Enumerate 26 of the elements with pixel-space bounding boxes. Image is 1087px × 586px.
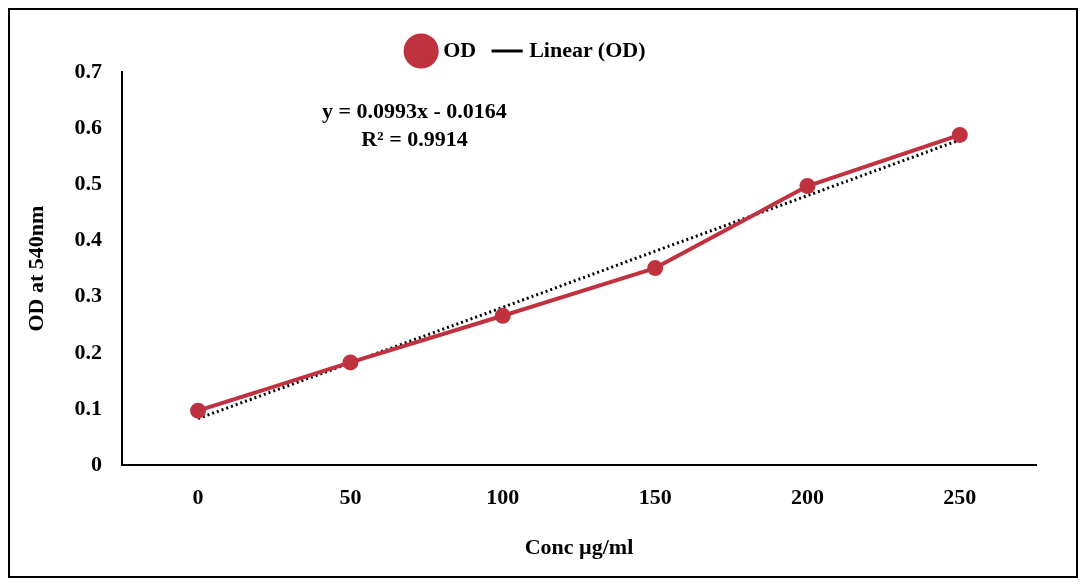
legend-label: OD (443, 36, 477, 62)
annotation: y = 0.0993x - 0.0164 (321, 97, 507, 123)
y-tick-label: 0.2 (74, 338, 102, 364)
x-tick-label: 250 (943, 484, 977, 510)
y-tick-label: 0.7 (74, 57, 102, 83)
point (190, 402, 207, 419)
annotation: R² = 0.9914 (361, 125, 468, 151)
x-tick-label: 0 (192, 484, 204, 510)
point (342, 354, 359, 371)
x-tick-label: 150 (638, 484, 672, 510)
y-tick-label: 0 (90, 450, 102, 476)
y-tick-label: 0.3 (74, 282, 102, 308)
x-tick-label: 200 (790, 484, 824, 510)
x-tick-label: 50 (339, 484, 362, 510)
y-tick-label: 0.1 (74, 394, 102, 420)
point (494, 307, 511, 324)
x-tick-label: 100 (486, 484, 520, 510)
x-axis-title: Conc µg/ml (524, 534, 634, 560)
point (951, 126, 968, 143)
y-tick-label: 0.5 (74, 170, 102, 196)
y-axis-title: OD at 540nm (22, 205, 48, 332)
y-tick-label: 0.4 (74, 226, 102, 252)
y-tick-label: 0.6 (74, 113, 102, 139)
point (799, 178, 816, 195)
legend-label: Linear (OD) (529, 36, 646, 62)
point (647, 260, 664, 277)
